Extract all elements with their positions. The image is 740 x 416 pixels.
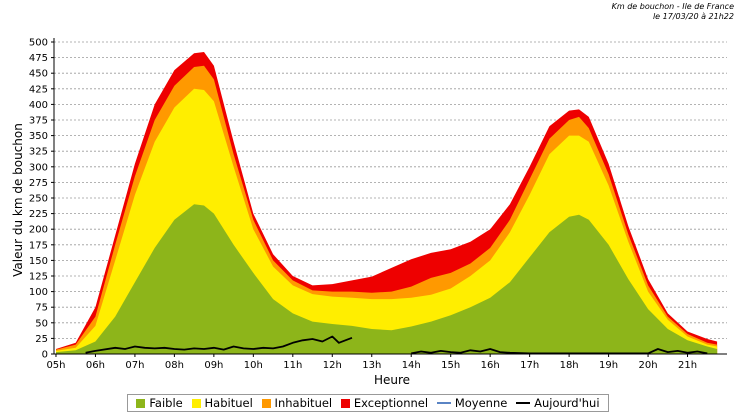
x-tick-label: 10h <box>244 360 263 371</box>
x-tick-label: 08h <box>165 360 184 371</box>
legend-item: Aujourd'hui <box>516 396 600 410</box>
chart-header: Km de bouchon - Ile de France le 17/03/2… <box>612 2 734 22</box>
y-tick-label: 75 <box>35 303 48 314</box>
y-axis-label: Valeur du km de bouchon <box>11 123 25 277</box>
line-aujourdhui <box>411 348 708 355</box>
chart-timestamp: le 17/03/20 à 21h22 <box>652 12 734 21</box>
legend-label: Habituel <box>204 396 253 410</box>
x-tick-label: 09h <box>204 360 223 371</box>
area-series <box>56 52 718 355</box>
x-tick-label: 20h <box>639 360 658 371</box>
y-tick-label: 150 <box>29 256 48 267</box>
y-tick-label: 200 <box>29 225 48 236</box>
x-tick-label: 07h <box>125 360 144 371</box>
legend-line-swatch <box>516 402 531 404</box>
legend-label: Exceptionnel <box>353 396 429 410</box>
axes: 0 25 50 75 100 125 150 175 200 225 250 275 300 325 350… <box>29 38 727 371</box>
y-tick-label: 125 <box>29 272 48 283</box>
legend-label: Moyenne <box>454 396 508 410</box>
legend-label: Inhabituel <box>274 396 333 410</box>
x-axis-label: Heure <box>374 373 410 387</box>
area-faible <box>56 204 718 354</box>
x-tick-label: 21h <box>678 360 697 371</box>
x-tick-label: 12h <box>323 360 342 371</box>
x-tick-label: 05h <box>46 360 65 371</box>
y-tick-label: 350 <box>29 131 48 142</box>
x-tick-label: 15h <box>441 360 460 371</box>
legend-label: Aujourd'hui <box>534 396 600 410</box>
y-tick-label: 225 <box>29 209 48 220</box>
y-tick-label: 425 <box>29 84 48 95</box>
legend-swatch <box>261 398 271 408</box>
y-tick-label: 100 <box>29 287 48 298</box>
x-tick-label: 19h <box>599 360 618 371</box>
legend-item: Exceptionnel <box>340 396 429 410</box>
legend-item: Habituel <box>191 396 253 410</box>
x-tick-label: 13h <box>362 360 381 371</box>
y-tick-label: 475 <box>29 53 48 64</box>
chart-title: Km de bouchon - Ile de France <box>611 2 734 11</box>
x-tick-label: 11h <box>283 360 302 371</box>
legend-swatch <box>136 398 146 408</box>
y-tick-label: 25 <box>35 334 48 345</box>
x-tick-label: 16h <box>481 360 500 371</box>
y-tick-label: 375 <box>29 116 48 127</box>
legend-label: Faible <box>149 396 183 410</box>
y-tick-label: 250 <box>29 194 48 205</box>
x-tick-label: 18h <box>560 360 579 371</box>
y-tick-label: 300 <box>29 162 48 173</box>
line-aujourdhui <box>85 335 353 354</box>
y-tick-label: 0 <box>42 350 48 361</box>
line-series <box>85 335 708 355</box>
x-tick-label: 14h <box>402 360 421 371</box>
legend-line-swatch <box>436 402 451 404</box>
legend-item: Faible <box>136 396 183 410</box>
y-tick-label: 400 <box>29 100 48 111</box>
legend-item: Moyenne <box>436 396 508 410</box>
chart-legend: Faible Habituel Inhabituel Exceptionnel Moye… <box>127 394 609 412</box>
y-tick-label: 450 <box>29 69 48 80</box>
y-tick-label: 500 <box>29 38 48 49</box>
legend-swatch <box>340 398 350 408</box>
y-tick-label: 325 <box>29 147 48 158</box>
x-tick-label: 06h <box>86 360 105 371</box>
x-tick-label: 17h <box>520 360 539 371</box>
legend-swatch <box>191 398 201 408</box>
y-tick-label: 50 <box>35 318 48 329</box>
legend-item: Inhabituel <box>261 396 333 410</box>
y-tick-label: 175 <box>29 240 48 251</box>
y-tick-label: 275 <box>29 178 48 189</box>
